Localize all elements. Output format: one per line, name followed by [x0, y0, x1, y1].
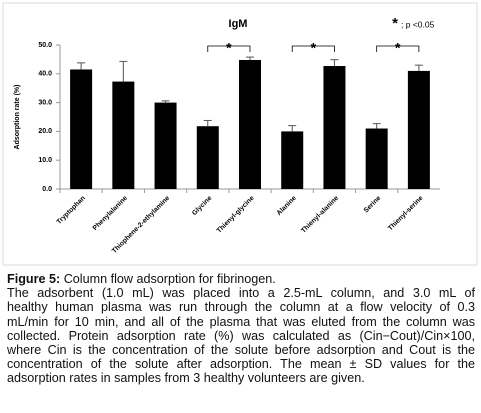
caption-line: where Cin is the concentration of the so…: [7, 343, 475, 358]
bar: [323, 66, 346, 189]
caption-line: The adsorbent (1.0 mL) was placed into a…: [7, 286, 475, 301]
x-tick-label: Glycine: [191, 195, 213, 217]
x-tick-label: Thienyl-alanine: [300, 195, 340, 235]
caption-line: adsorption rates in samples from 3 healt…: [7, 371, 365, 386]
bar: [239, 59, 261, 190]
y-tick-label: 30.0: [38, 99, 52, 106]
bar: [112, 81, 135, 189]
x-tick-label: Alanine: [276, 195, 298, 217]
bar: [196, 126, 219, 189]
caption-heading: Figure 5: Column flow adsorption for fib…: [7, 272, 475, 286]
x-tick-label: Thienyl-serine: [387, 195, 425, 233]
caption-label: Figure 5:: [7, 272, 61, 286]
caption-line: concentration of the solute after adsorp…: [7, 357, 475, 372]
chart-border: [2, 2, 478, 266]
y-tick-label: 10.0: [38, 157, 52, 164]
x-tick-label: Phenylalanine: [92, 195, 129, 232]
significance-label: *: [311, 40, 317, 56]
significance-label: *: [395, 40, 401, 56]
caption-line: collected. Protein adsorption rate (%) w…: [7, 328, 475, 343]
y-axis-label: Adsorption rate (%): [14, 85, 21, 150]
chart-title: IgM: [229, 18, 248, 30]
y-tick-label: 0.0: [42, 186, 52, 193]
caption-line: healthy human plasma was run through the…: [7, 300, 475, 315]
significance-bracket: [376, 45, 420, 52]
bar: [365, 128, 388, 189]
bar: [407, 70, 430, 189]
legend-symbol: *: [392, 15, 398, 32]
y-tick-label: 20.0: [38, 128, 52, 135]
significance-bracket: [207, 45, 251, 52]
significance-label: *: [226, 40, 232, 56]
chart: IgM * ; p <0.05 Adsorption rate (%) 0.0 1…: [2, 2, 478, 266]
y-tick-label: 50.0: [38, 42, 52, 49]
bar: [70, 69, 93, 189]
caption-title: Column flow adsorption for fibrinogen.: [63, 272, 276, 286]
x-tick-label: Tryptophan: [56, 195, 87, 226]
significance-bracket: [291, 45, 335, 52]
legend-text: ; p <0.05: [401, 19, 435, 29]
x-tick-label: Thienyl-glycine: [216, 195, 256, 235]
caption-body: The adsorbent (1.0 mL) was placed into a…: [7, 286, 475, 385]
x-tick-label: Serine: [363, 195, 383, 215]
bar: [281, 131, 304, 189]
caption-line: mL/min for 10 min, and all of the plasma…: [7, 314, 475, 329]
caption: Figure 5: Column flow adsorption for fib…: [7, 272, 475, 386]
y-tick-label: 40.0: [38, 71, 52, 78]
bar: [154, 102, 177, 189]
